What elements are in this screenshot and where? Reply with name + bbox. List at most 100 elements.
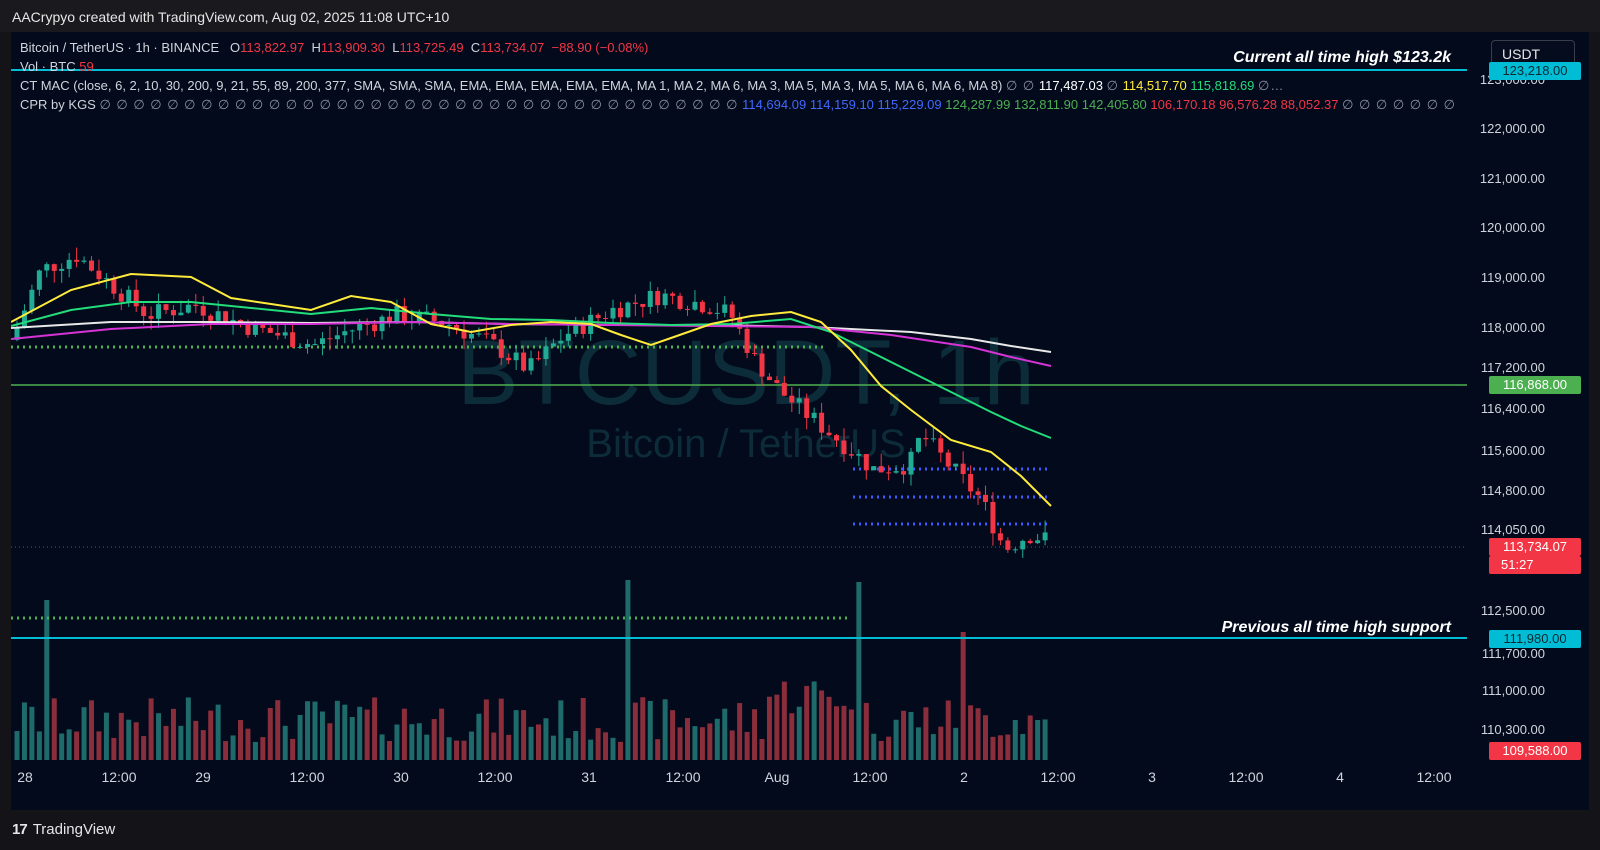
volume-bar bbox=[536, 724, 541, 760]
volume-bar bbox=[238, 720, 243, 760]
support-annotation[interactable]: Previous all time high support bbox=[1221, 619, 1451, 636]
volume-bar bbox=[141, 736, 147, 760]
candle-body bbox=[863, 454, 869, 471]
symbol-legend[interactable]: Bitcoin / TetherUS · 1h · BINANCE O113,8… bbox=[20, 40, 648, 55]
candle-body bbox=[387, 316, 392, 324]
volume-bar bbox=[729, 730, 735, 760]
volume-bar bbox=[580, 698, 586, 760]
candle-body bbox=[930, 438, 936, 440]
cpr-value-5: 132,811.90 bbox=[1013, 97, 1079, 112]
volume-bar bbox=[468, 731, 474, 760]
candle-body bbox=[722, 304, 728, 313]
price-axis-label: 118,000.00 bbox=[1481, 320, 1545, 335]
candle-body bbox=[923, 437, 929, 440]
currency-button[interactable]: USDT bbox=[1491, 40, 1575, 66]
candle-body bbox=[424, 311, 430, 313]
price-axis-label: 121,000.00 bbox=[1480, 171, 1545, 186]
ctmac-value-3: 115,818.69 bbox=[1190, 78, 1255, 93]
candle-body bbox=[796, 398, 802, 403]
volume-bar bbox=[290, 738, 296, 760]
ctmac-na: ∅ bbox=[1106, 78, 1119, 93]
volume-bar bbox=[215, 704, 221, 760]
ctmac-legend[interactable]: CT MAC (close, 6, 2, 10, 30, 200, 9, 21,… bbox=[20, 78, 1284, 94]
volume-legend[interactable]: Vol · BTC 59 bbox=[20, 59, 94, 74]
candle-body bbox=[133, 289, 139, 307]
candle-body bbox=[372, 324, 378, 332]
candle-body bbox=[685, 308, 690, 310]
price-axis-label: 115,600.00 bbox=[1481, 443, 1545, 458]
candle-body bbox=[282, 332, 288, 336]
price-axis-label: 111,000.00 bbox=[1482, 683, 1545, 698]
volume-bar bbox=[662, 699, 668, 760]
ath-price-tag: 123,218.00 bbox=[1489, 62, 1581, 80]
symbol-title[interactable]: Bitcoin / TetherUS · 1h · BINANCE bbox=[20, 40, 220, 55]
cpr-na-trailing: ∅ ∅ ∅ ∅ ∅ ∅ ∅ bbox=[1342, 97, 1457, 112]
high-value: 113,909.30 bbox=[320, 40, 385, 55]
vol-label[interactable]: Vol · BTC bbox=[20, 59, 76, 74]
volume-bar bbox=[103, 712, 109, 760]
volume-bar bbox=[670, 710, 676, 760]
candle-body bbox=[1005, 540, 1011, 550]
tradingview-brand[interactable]: TradingView bbox=[32, 821, 116, 838]
volume-bar bbox=[364, 709, 370, 760]
volume-bar bbox=[945, 700, 951, 760]
volume-bar bbox=[610, 737, 616, 760]
candle-body bbox=[208, 315, 214, 321]
candle-body bbox=[111, 278, 117, 294]
ctmac-label[interactable]: CT MAC (close, 6, 2, 10, 30, 200, 9, 21,… bbox=[20, 78, 1003, 93]
candle-body bbox=[66, 259, 72, 269]
ath-annotation[interactable]: Current all time high $123.2k bbox=[1233, 49, 1451, 66]
volume-bar bbox=[878, 740, 884, 760]
candle-body bbox=[364, 323, 370, 325]
price-axis-label: 120,000.00 bbox=[1480, 220, 1545, 235]
candle-body bbox=[975, 491, 981, 495]
candle-body bbox=[74, 259, 80, 262]
volume-bar bbox=[156, 713, 162, 760]
candle-body bbox=[915, 437, 921, 452]
volume-bar bbox=[856, 582, 862, 760]
candle-body bbox=[36, 270, 42, 290]
volume-bar bbox=[349, 717, 355, 760]
ctmac-value-1: 117,487.03 bbox=[1038, 78, 1103, 93]
candle-body bbox=[617, 307, 623, 318]
volume-bar bbox=[282, 725, 288, 760]
candle-body bbox=[126, 289, 132, 302]
candle-body bbox=[625, 302, 631, 318]
volume-bar bbox=[118, 712, 124, 760]
volume-bar bbox=[230, 735, 236, 760]
candle-body bbox=[714, 312, 720, 314]
cpr-legend[interactable]: CPR by KGS ∅ ∅ ∅ ∅ ∅ ∅ ∅ ∅ ∅ ∅ ∅ ∅ ∅ ∅ ∅… bbox=[20, 97, 1456, 113]
candle-body bbox=[699, 301, 705, 313]
candle-body bbox=[968, 473, 974, 492]
tradingview-logo-icon[interactable]: 17 bbox=[12, 821, 28, 838]
volume-bar bbox=[960, 632, 966, 760]
volume-bar bbox=[550, 735, 556, 760]
volume-bar bbox=[640, 697, 646, 760]
candle-body bbox=[148, 316, 154, 319]
volume-bar bbox=[357, 706, 363, 760]
candle-body bbox=[215, 311, 221, 321]
candle-body bbox=[781, 382, 787, 396]
candle-body bbox=[506, 357, 512, 361]
volume-bar bbox=[752, 709, 758, 760]
cpr-label[interactable]: CPR by KGS bbox=[20, 97, 96, 112]
candle-body bbox=[312, 344, 318, 346]
volume-bar bbox=[513, 710, 519, 760]
time-axis-label: 12:00 bbox=[1040, 769, 1075, 785]
level-price-tag: 116,868.00 bbox=[1489, 376, 1581, 394]
candle-body bbox=[379, 316, 385, 332]
low-label: L bbox=[392, 40, 400, 55]
ctmac-value-2: 114,517.70 bbox=[1122, 78, 1187, 93]
candle-body bbox=[89, 260, 94, 271]
candle-body bbox=[185, 304, 191, 313]
green-ma-line bbox=[11, 301, 1052, 439]
candle-body bbox=[655, 291, 661, 306]
candle-body bbox=[543, 346, 549, 360]
close-value: 113,734.07 bbox=[480, 40, 545, 55]
candle-body bbox=[275, 332, 281, 336]
candle-body bbox=[550, 343, 556, 347]
volume-bar bbox=[66, 729, 72, 760]
volume-bar bbox=[327, 723, 333, 760]
